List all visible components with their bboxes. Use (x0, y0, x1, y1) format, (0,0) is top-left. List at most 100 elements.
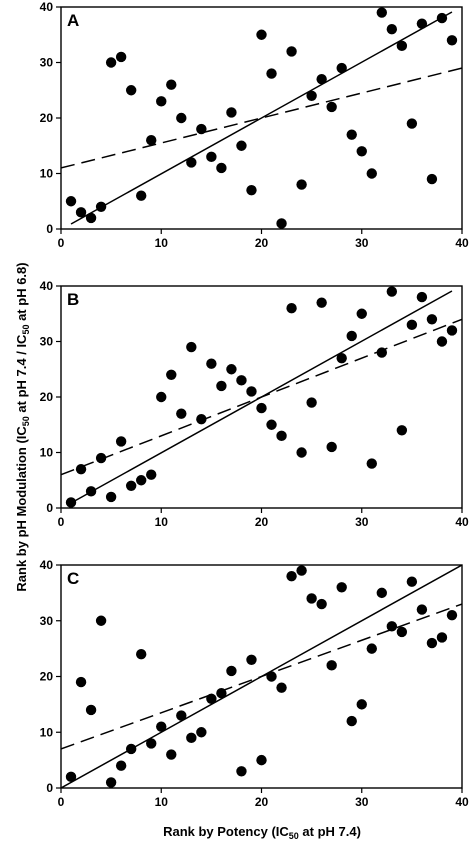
data-point (156, 721, 167, 732)
data-point (146, 738, 157, 749)
data-point (65, 771, 77, 783)
y-tick-label: 20 (40, 390, 54, 404)
data-point (296, 565, 307, 576)
data-point (65, 497, 77, 508)
data-point (206, 358, 217, 369)
y-tick-label: 0 (46, 781, 53, 795)
data-point (276, 218, 287, 229)
panel-label: A (67, 11, 79, 30)
data-point (85, 486, 97, 497)
data-point (125, 85, 137, 96)
data-point (396, 626, 408, 638)
data-point (306, 593, 317, 604)
data-point (196, 727, 207, 738)
data-point (176, 112, 187, 124)
panel-c: 0 10 20 30 40 0 10 20 30 40 C (40, 558, 469, 809)
data-point (436, 12, 448, 24)
data-point (436, 632, 448, 643)
data-point (346, 715, 357, 727)
data-point (196, 414, 207, 425)
data-point (216, 162, 227, 174)
data-point (115, 436, 127, 447)
data-point (125, 480, 137, 491)
data-point (346, 330, 357, 342)
panel-label: C (67, 569, 79, 588)
data-point (276, 682, 287, 693)
data-point (166, 749, 177, 760)
data-point (226, 107, 237, 118)
data-point (396, 40, 408, 52)
data-point (216, 688, 227, 699)
data-point (256, 402, 267, 414)
regression-line-solid (70, 11, 453, 225)
data-point (306, 397, 317, 408)
data-point (296, 447, 307, 458)
data-point (156, 96, 167, 107)
data-point (115, 760, 127, 771)
data-point (75, 463, 87, 475)
data-point (426, 173, 438, 185)
x-tick-label: 10 (155, 236, 169, 250)
y-tick-label: 40 (40, 558, 54, 572)
x-tick-label: 20 (255, 236, 269, 250)
x-tick-label: 40 (455, 515, 469, 529)
data-point (386, 621, 398, 632)
data-point (356, 699, 367, 710)
y-axis-title: Rank by pH Modulation (IC50 at pH 7.4 / … (14, 262, 31, 591)
data-point (296, 179, 307, 190)
y-tick-label: 40 (40, 0, 54, 14)
data-point (136, 475, 147, 486)
x-tick-label: 40 (455, 236, 469, 250)
data-point (236, 375, 247, 386)
data-point (246, 386, 257, 397)
data-point (256, 29, 267, 40)
data-point (416, 604, 428, 615)
data-point (426, 314, 438, 325)
data-point (176, 710, 187, 721)
data-point (286, 46, 297, 57)
data-point (446, 325, 458, 336)
data-point (366, 643, 377, 654)
panel-a: 0 10 20 30 40 0 10 20 30 40 A (40, 0, 469, 250)
data-point (276, 430, 287, 442)
data-point (246, 184, 257, 196)
y-tick-label: 0 (46, 222, 53, 236)
x-tick-label: 0 (58, 795, 65, 809)
data-point (115, 51, 127, 63)
y-tick-label: 20 (40, 670, 54, 684)
data-point (85, 212, 97, 224)
data-point (156, 391, 167, 403)
x-tick-label: 30 (355, 515, 369, 529)
data-point (406, 118, 418, 129)
data-point (336, 582, 347, 593)
data-point (186, 157, 197, 168)
data-point (286, 570, 297, 582)
y-tick-label: 10 (40, 167, 54, 181)
data-point (176, 408, 187, 419)
data-point (196, 123, 207, 135)
data-point (186, 732, 197, 744)
data-point (256, 754, 267, 766)
data-point (226, 364, 237, 375)
x-tick-label: 10 (155, 795, 169, 809)
data-point (105, 57, 117, 68)
data-point (266, 671, 277, 682)
x-tick-label: 0 (58, 236, 65, 250)
data-point (105, 777, 117, 788)
x-tick-label: 20 (255, 515, 269, 529)
data-point (316, 73, 327, 85)
data-point (95, 201, 107, 212)
data-point (125, 743, 137, 755)
data-point (376, 7, 387, 18)
y-tick-label: 10 (40, 725, 54, 739)
data-point (95, 452, 107, 464)
data-point (316, 598, 327, 610)
data-point (246, 654, 257, 665)
data-point (206, 151, 217, 163)
data-point (306, 90, 317, 102)
x-tick-label: 20 (255, 795, 269, 809)
data-point (166, 369, 177, 380)
data-point (65, 196, 77, 207)
data-point (75, 207, 87, 218)
